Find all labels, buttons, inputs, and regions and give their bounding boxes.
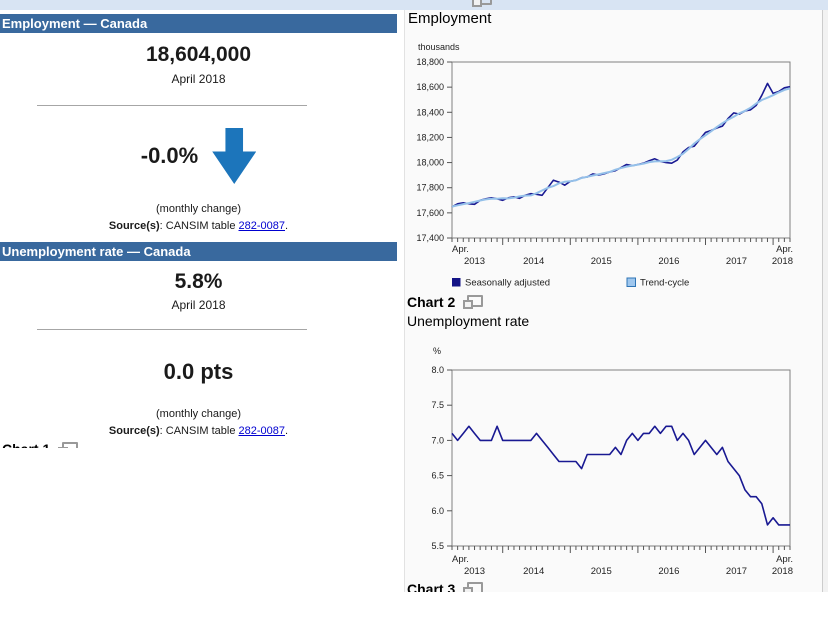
- indicators-panel: Employment — Canada 18,604,000 April 201…: [0, 14, 397, 448]
- svg-text:2018: 2018: [772, 256, 793, 267]
- svg-text:2014: 2014: [523, 566, 544, 577]
- chart1-heading-label: Chart 1: [2, 441, 50, 448]
- expand-icon-inner: [463, 587, 474, 592]
- svg-text:2016: 2016: [658, 256, 679, 267]
- change-row: 0.0 pts: [0, 352, 397, 392]
- svg-text:7.0: 7.0: [431, 435, 444, 445]
- change-row: -0.0%: [0, 126, 397, 186]
- unit-label-percent: %: [433, 346, 442, 356]
- charts-column: Employment thousands 18,800 18,600 18,400 1…: [405, 10, 822, 592]
- chart1-expand-icon[interactable]: [472, 0, 492, 7]
- chart2-heading-label: Chart 2: [407, 294, 456, 310]
- source-mid: : CANSIM table: [159, 220, 239, 232]
- down-arrow-icon: [212, 128, 257, 184]
- employment-chart-svg: 18,800 18,600 18,400 18,200 18,000 17,800 17,6…: [416, 57, 793, 289]
- svg-text:18,400: 18,400: [416, 107, 444, 117]
- svg-text:18,600: 18,600: [416, 82, 444, 92]
- svg-text:Seasonally adjusted: Seasonally adjusted: [465, 278, 550, 289]
- divider-line: [37, 105, 307, 106]
- chart3-heading-clipped: Chart 3: [407, 581, 484, 592]
- indicator-header-employment: Employment — Canada: [0, 14, 397, 33]
- svg-text:2013: 2013: [464, 256, 485, 267]
- expand-icon-inner: [58, 447, 69, 448]
- svg-text:2015: 2015: [591, 256, 612, 267]
- source-label: Source(s): [108, 220, 160, 232]
- svg-text:Trend-cycle: Trend-cycle: [640, 278, 689, 289]
- svg-text:2017: 2017: [726, 256, 747, 267]
- unit-label-thousands: thousands: [418, 42, 460, 52]
- right-edge-gutter: [822, 10, 828, 592]
- indicator-period: April 2018: [171, 72, 226, 86]
- expand-icon-inner: [472, 0, 482, 7]
- svg-text:18,200: 18,200: [416, 132, 444, 142]
- source-line: Source(s): CANSIM table 282-0087.: [0, 220, 397, 232]
- chart2-expand-icon[interactable]: [463, 295, 484, 309]
- svg-text:6.0: 6.0: [431, 506, 444, 516]
- svg-text:2014: 2014: [523, 256, 544, 267]
- indicator-value: 5.8%: [174, 270, 223, 293]
- source-end: .: [285, 425, 289, 437]
- svg-text:17,400: 17,400: [416, 233, 444, 243]
- svg-text:7.5: 7.5: [431, 400, 444, 410]
- cansim-link[interactable]: 282-0087: [238, 220, 286, 232]
- svg-text:Apr.: Apr.: [452, 244, 469, 255]
- svg-text:2015: 2015: [591, 566, 612, 577]
- indicator-value: 18,604,000: [145, 43, 252, 66]
- svg-text:18,800: 18,800: [416, 57, 444, 67]
- divider-line: [37, 329, 307, 330]
- chart-title-employment: Employment: [408, 10, 492, 27]
- source-end: .: [285, 220, 289, 232]
- svg-text:Apr.: Apr.: [776, 554, 793, 565]
- top-strip: [0, 0, 828, 10]
- svg-text:17,800: 17,800: [416, 183, 444, 193]
- svg-text:2016: 2016: [658, 566, 679, 577]
- monthly-change-note: (monthly change): [156, 203, 241, 215]
- source-label: Source(s): [108, 425, 160, 437]
- chart3-heading-label: Chart 3: [407, 581, 456, 592]
- svg-text:5.5: 5.5: [431, 541, 444, 551]
- source-mid: : CANSIM table: [159, 425, 239, 437]
- expand-icon-outer: [62, 442, 79, 448]
- svg-text:Apr.: Apr.: [452, 554, 469, 565]
- svg-text:18,000: 18,000: [416, 158, 444, 168]
- chart1-expand-icon-bottom[interactable]: [58, 442, 79, 448]
- chart3-expand-icon[interactable]: [463, 582, 484, 592]
- expand-icon-inner: [463, 300, 474, 309]
- chart1-heading-clipped: Chart 1: [2, 441, 79, 448]
- svg-text:2017: 2017: [726, 566, 747, 577]
- svg-text:2018: 2018: [772, 566, 793, 577]
- svg-text:6.5: 6.5: [431, 471, 444, 481]
- indicator-period: April 2018: [171, 298, 226, 312]
- svg-text:8.0: 8.0: [431, 365, 444, 375]
- column-divider: [404, 10, 405, 592]
- svg-text:2013: 2013: [464, 566, 485, 577]
- chart-title-unemployment: Unemployment rate: [407, 313, 530, 329]
- svg-text:Apr.: Apr.: [776, 244, 793, 255]
- indicator-header-unemployment: Unemployment rate — Canada: [0, 242, 397, 261]
- cansim-link[interactable]: 282-0087: [238, 425, 286, 437]
- chart2-heading: Chart 2: [407, 294, 484, 310]
- svg-text:17,600: 17,600: [416, 208, 444, 218]
- monthly-change-note: (monthly change): [156, 408, 241, 420]
- change-value: -0.0%: [140, 143, 199, 168]
- source-line: Source(s): CANSIM table 282-0087.: [0, 425, 397, 437]
- change-value: 0.0 pts: [163, 359, 234, 384]
